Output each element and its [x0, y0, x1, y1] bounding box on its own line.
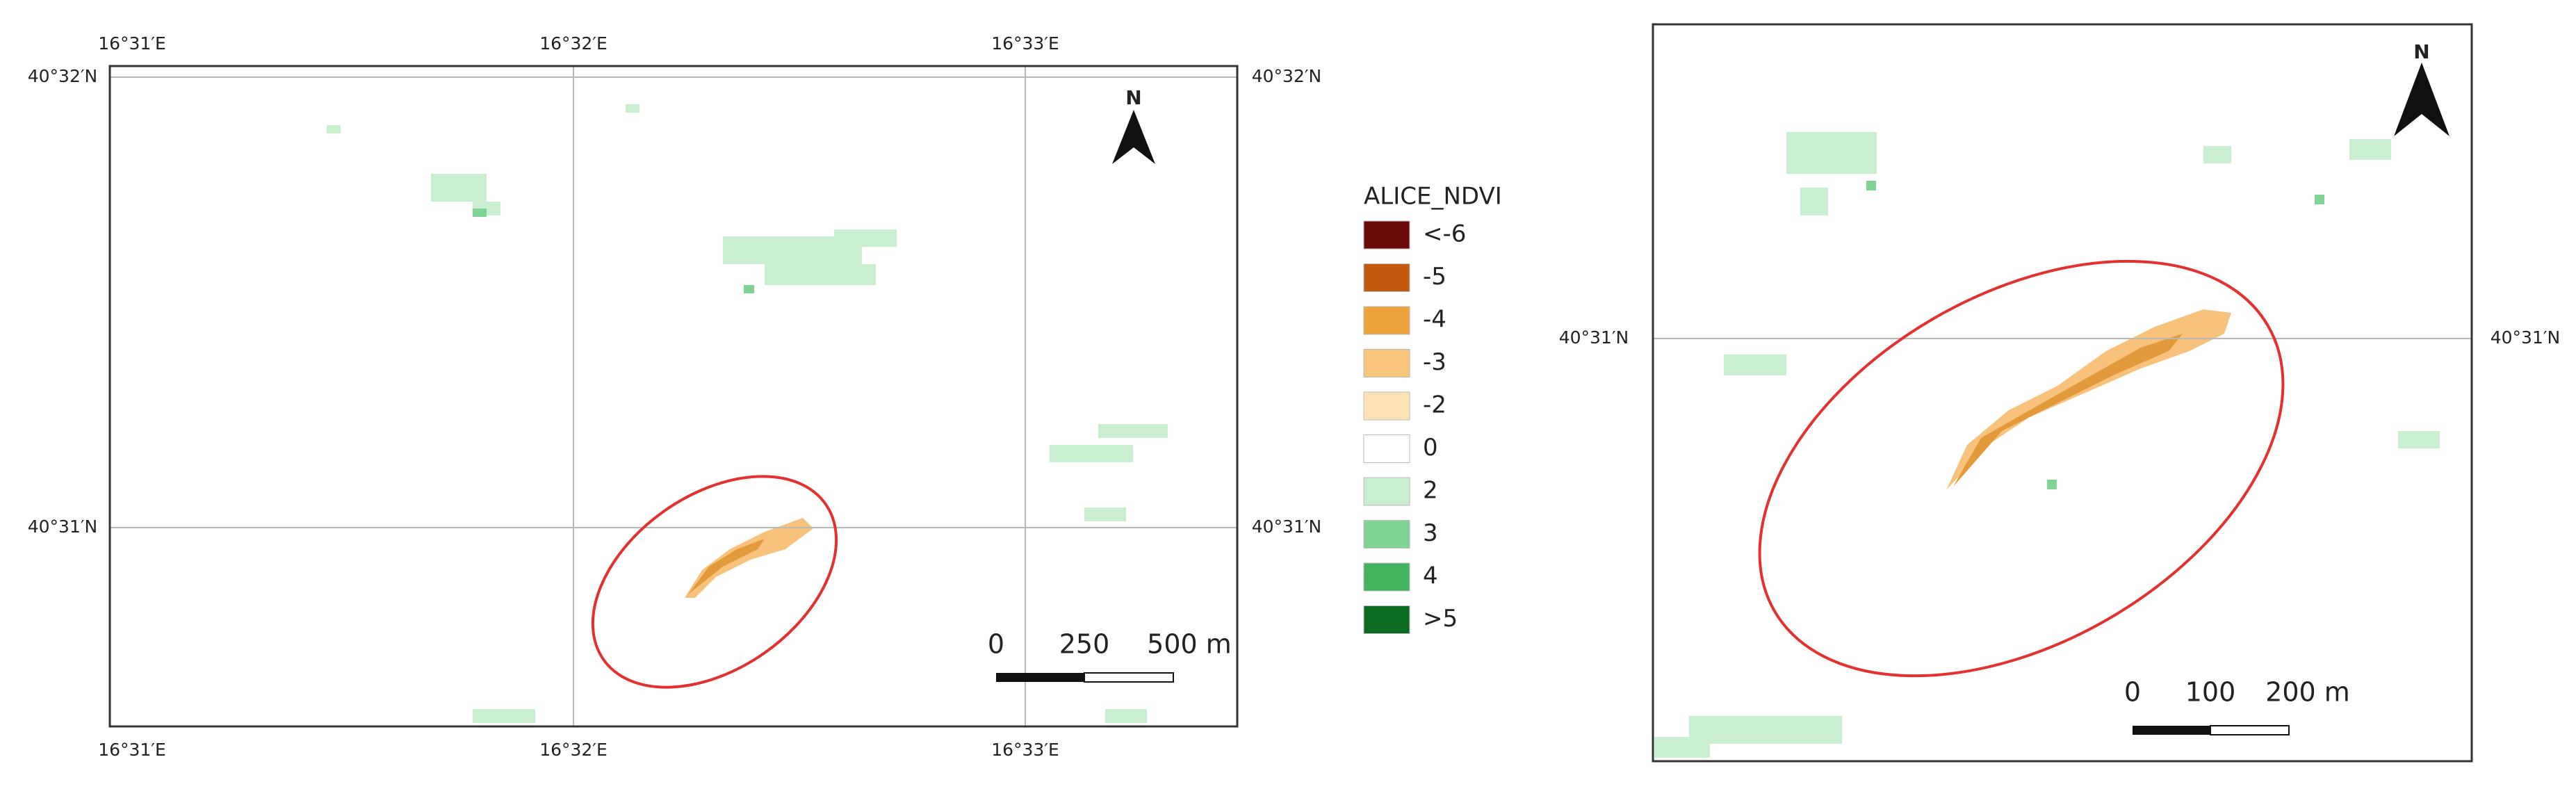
- scale-label: 200 m: [2265, 677, 2350, 708]
- anomaly-core: [1953, 334, 2183, 487]
- legend-swatch: [1363, 562, 1410, 592]
- legend-swatch: [1363, 220, 1410, 250]
- left-map: 16°31′E 16°32′E 16°33′E 16°31′E 16°32′E …: [28, 33, 1322, 760]
- legend-label: -2: [1423, 391, 1446, 419]
- legend-label: 4: [1423, 562, 1438, 590]
- lon-label: 16°32′E: [539, 740, 608, 760]
- anomaly-patch: [685, 518, 813, 598]
- legend-swatch: [1363, 477, 1410, 506]
- vegetation-pixels: [1654, 132, 2440, 758]
- scale-bar: [996, 673, 1084, 682]
- lat-label: 40°31′N: [1252, 516, 1322, 537]
- map-frame: [108, 65, 1239, 728]
- legend-title: ALICE_NDVI: [1364, 183, 1502, 211]
- legend-swatch: [1363, 605, 1410, 634]
- north-arrow: [1112, 110, 1155, 164]
- lon-label: 16°33′E: [991, 33, 1059, 54]
- vegetation-pixels: [327, 104, 1168, 723]
- right-map: 40°31′N 40°31′N N 0 100 200 m: [1559, 23, 2561, 763]
- lat-label: 40°31′N: [28, 516, 98, 537]
- legend-label: -3: [1423, 348, 1446, 376]
- anomaly-core: [688, 539, 765, 594]
- legend-label: -4: [1423, 306, 1446, 334]
- lon-label: 16°31′E: [98, 33, 166, 54]
- lon-label: 16°31′E: [98, 740, 166, 760]
- map-border: [108, 65, 1239, 728]
- scale-bar: [2210, 725, 2290, 735]
- legend-swatch: [1363, 349, 1410, 377]
- lat-label: 40°31′N: [2491, 327, 2561, 348]
- legend-label: 0: [1423, 434, 1438, 462]
- scale-bar: [1084, 672, 1174, 683]
- scale-label: 0: [2124, 677, 2141, 708]
- highlight-ellipse: [591, 475, 838, 689]
- map-border: [1652, 23, 2473, 763]
- scale-label: 250: [1059, 629, 1110, 660]
- lat-label: 40°32′N: [1252, 66, 1322, 86]
- lat-label: 40°31′N: [1559, 327, 1629, 348]
- legend-swatch: [1363, 306, 1410, 335]
- legend-label: >5: [1423, 605, 1458, 633]
- scale-label: 100: [2185, 677, 2236, 708]
- north-label: N: [2413, 40, 2429, 63]
- north-arrow: [2394, 63, 2449, 136]
- legend-label: 3: [1423, 519, 1438, 547]
- lon-label: 16°33′E: [991, 740, 1059, 760]
- legend: ALICE_NDVI <-6 -5 -4 -3 -2 0 2 3 4 >5: [1363, 183, 1502, 634]
- scale-label: 0: [988, 629, 1004, 660]
- highlight-ellipse: [1758, 259, 2285, 678]
- legend-swatch: [1363, 263, 1410, 292]
- legend-label: -5: [1423, 263, 1446, 291]
- legend-swatch: [1363, 434, 1410, 463]
- lat-label: 40°32′N: [28, 66, 98, 86]
- lon-label: 16°32′E: [539, 33, 608, 54]
- legend-label: <-6: [1423, 220, 1466, 248]
- north-label: N: [1125, 86, 1141, 109]
- scale-label: 500 m: [1147, 629, 1232, 660]
- legend-label: 2: [1423, 477, 1438, 505]
- legend-swatch: [1363, 391, 1410, 421]
- legend-swatch: [1363, 520, 1410, 548]
- scale-bar: [2133, 726, 2210, 735]
